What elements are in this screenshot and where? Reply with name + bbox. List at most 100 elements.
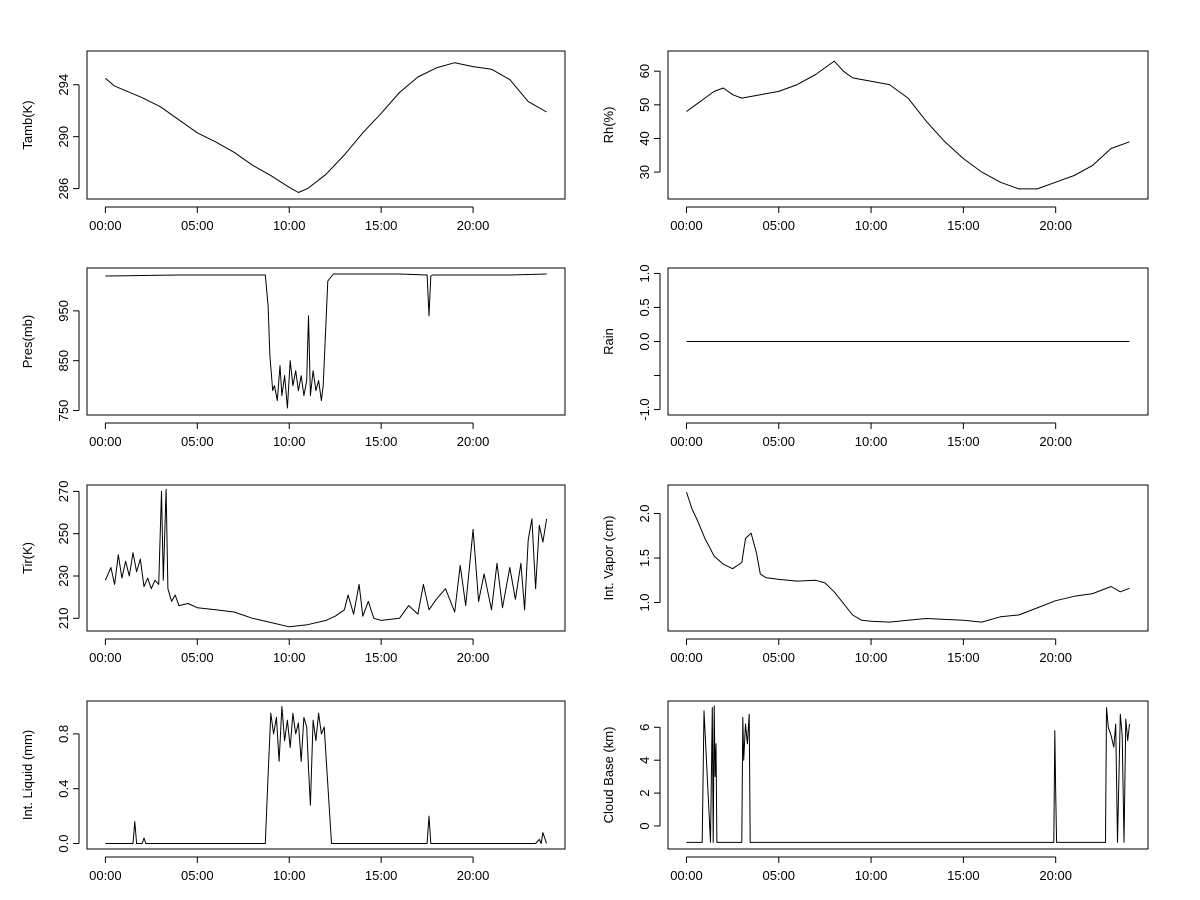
- plot-frame: [86, 700, 566, 850]
- x-tick-label: 05:00: [762, 868, 795, 883]
- y-tick-label: 60: [637, 64, 652, 78]
- chart-panel-6: 00:00 05:00 10:00 15:00 20:00 1.0 1.5 2.0 Int. V…: [601, 484, 1149, 665]
- x-axis: 00:00 05:00 10:00 15:00 20:00: [89, 422, 490, 449]
- x-tick-label: 05:00: [762, 650, 795, 665]
- x-tick-label: 05:00: [181, 434, 214, 449]
- x-tick-label: 15:00: [365, 650, 398, 665]
- x-tick-label: 15:00: [365, 218, 398, 233]
- y-tick-label: 4: [637, 757, 652, 764]
- series-line: [105, 62, 547, 193]
- y-tick-label: 294: [56, 74, 71, 96]
- x-axis: 00:00 05:00 10:00 15:00 20:00: [670, 856, 1072, 883]
- x-tick-label: 10:00: [273, 650, 306, 665]
- x-tick-label: 20:00: [457, 434, 490, 449]
- chart-panel-2: 00:00 05:00 10:00 15:00 20:00 30 40 50 60 Rh(%): [601, 50, 1149, 233]
- y-tick-label: 286: [56, 178, 71, 200]
- x-tick-label: 15:00: [947, 868, 980, 883]
- y-tick-label: 290: [56, 126, 71, 148]
- x-tick-label: 10:00: [855, 868, 888, 883]
- x-tick-label: 10:00: [273, 868, 306, 883]
- x-tick-label: 15:00: [947, 650, 980, 665]
- x-axis: 00:00 05:00 10:00 15:00 20:00: [670, 638, 1072, 665]
- y-tick-label: 6: [637, 724, 652, 731]
- x-tick-label: 05:00: [181, 218, 214, 233]
- y-axis: 30 40 50 60: [637, 64, 661, 179]
- x-tick-label: 00:00: [89, 868, 122, 883]
- x-tick-label: 10:00: [273, 218, 306, 233]
- x-axis: 00:00 05:00 10:00 15:00 20:00: [670, 422, 1072, 449]
- y-tick-label: -1.0: [637, 398, 652, 420]
- x-tick-label: 20:00: [457, 868, 490, 883]
- x-axis: 00:00 05:00 10:00 15:00 20:00: [89, 856, 490, 883]
- series-line: [686, 491, 1130, 623]
- series-line: [105, 273, 547, 409]
- y-axis: 0 2 4 6: [637, 724, 661, 830]
- x-axis: 00:00 05:00 10:00 15:00 20:00: [89, 638, 489, 665]
- y-tick-label: 210: [56, 607, 71, 629]
- y-axis-label: Int. Liquid (mm): [20, 730, 35, 820]
- y-tick-label: 950: [56, 300, 71, 322]
- y-tick-label: 30: [637, 165, 652, 179]
- series-line: [686, 60, 1130, 190]
- x-tick-label: 15:00: [947, 218, 980, 233]
- y-axis-label: Rain: [601, 328, 616, 355]
- x-tick-label: 15:00: [365, 868, 398, 883]
- y-tick-label: 230: [56, 565, 71, 587]
- x-tick-label: 20:00: [1039, 868, 1072, 883]
- x-tick-label: 10:00: [273, 434, 306, 449]
- y-tick-label: 850: [56, 350, 71, 372]
- y-tick-label: 50: [637, 98, 652, 112]
- y-tick-label: 0.5: [637, 298, 652, 316]
- plot-frame: [86, 484, 566, 632]
- x-tick-label: 20:00: [1039, 650, 1072, 665]
- y-axis: 1.0 1.5 2.0: [637, 504, 661, 612]
- x-axis: 00:00 05:00 10:00 15:00 20:00: [89, 206, 490, 233]
- y-tick-label: 1.5: [637, 549, 652, 567]
- y-axis-label: Pres(mb): [20, 315, 35, 368]
- y-axis-label: Tir(K): [20, 542, 35, 574]
- y-tick-label: 0.4: [56, 780, 71, 798]
- chart-panel-5: 00:00 05:00 10:00 15:00 20:00 210 230 250 270 Tir…: [20, 480, 566, 665]
- y-tick-label: 270: [56, 480, 71, 502]
- plot-frame: [667, 267, 1149, 416]
- series-line: [105, 706, 548, 844]
- x-tick-label: 05:00: [762, 434, 795, 449]
- plot-frame: [667, 700, 1149, 850]
- y-axis-label: Tamb(K): [20, 100, 35, 149]
- x-tick-label: 05:00: [181, 650, 214, 665]
- chart-panel-1: 00:00 05:00 10:00 15:00 20:00 286 290 294 Tamb(K…: [20, 50, 566, 233]
- y-axis: -1.0 0.0 0.5 1.0: [637, 264, 661, 421]
- series-line: [686, 705, 1130, 843]
- x-tick-label: 20:00: [1039, 218, 1072, 233]
- y-tick-label: 2.0: [637, 504, 652, 522]
- x-tick-label: 10:00: [855, 650, 888, 665]
- plot-frame: [667, 50, 1149, 200]
- x-tick-label: 20:00: [1039, 434, 1072, 449]
- x-tick-label: 15:00: [365, 434, 398, 449]
- y-tick-label: 2: [637, 789, 652, 796]
- y-tick-label: 0.8: [56, 725, 71, 743]
- x-tick-label: 00:00: [670, 650, 703, 665]
- x-tick-label: 00:00: [89, 650, 122, 665]
- y-axis-label: Rh(%): [601, 107, 616, 144]
- chart-panel-4: 00:00 05:00 10:00 15:00 20:00 -1.0 0.0 0.5 1.0 Ra…: [601, 264, 1149, 449]
- plot-frame: [86, 267, 566, 416]
- y-axis: 750 850 950: [56, 300, 80, 421]
- y-axis: 0.0 0.4 0.8: [56, 725, 80, 853]
- plot-frame: [86, 50, 566, 200]
- x-tick-label: 20:00: [457, 218, 490, 233]
- x-tick-label: 00:00: [89, 218, 122, 233]
- x-tick-label: 10:00: [855, 434, 888, 449]
- x-tick-label: 15:00: [947, 434, 980, 449]
- x-axis: 00:00 05:00 10:00 15:00 20:00: [670, 206, 1072, 233]
- x-tick-label: 00:00: [89, 434, 122, 449]
- series-line: [104, 488, 548, 628]
- x-tick-label: 05:00: [181, 868, 214, 883]
- chart-panel-3: 00:00 05:00 10:00 15:00 20:00 750 850 950 Pres(m…: [20, 267, 566, 449]
- y-axis-label: Int. Vapor (cm): [601, 515, 616, 600]
- x-tick-label: 10:00: [855, 218, 888, 233]
- y-tick-label: 250: [56, 523, 71, 545]
- y-axis: 210 230 250 270: [56, 480, 80, 629]
- y-tick-label: 40: [637, 131, 652, 145]
- y-tick-label: 0: [637, 822, 652, 829]
